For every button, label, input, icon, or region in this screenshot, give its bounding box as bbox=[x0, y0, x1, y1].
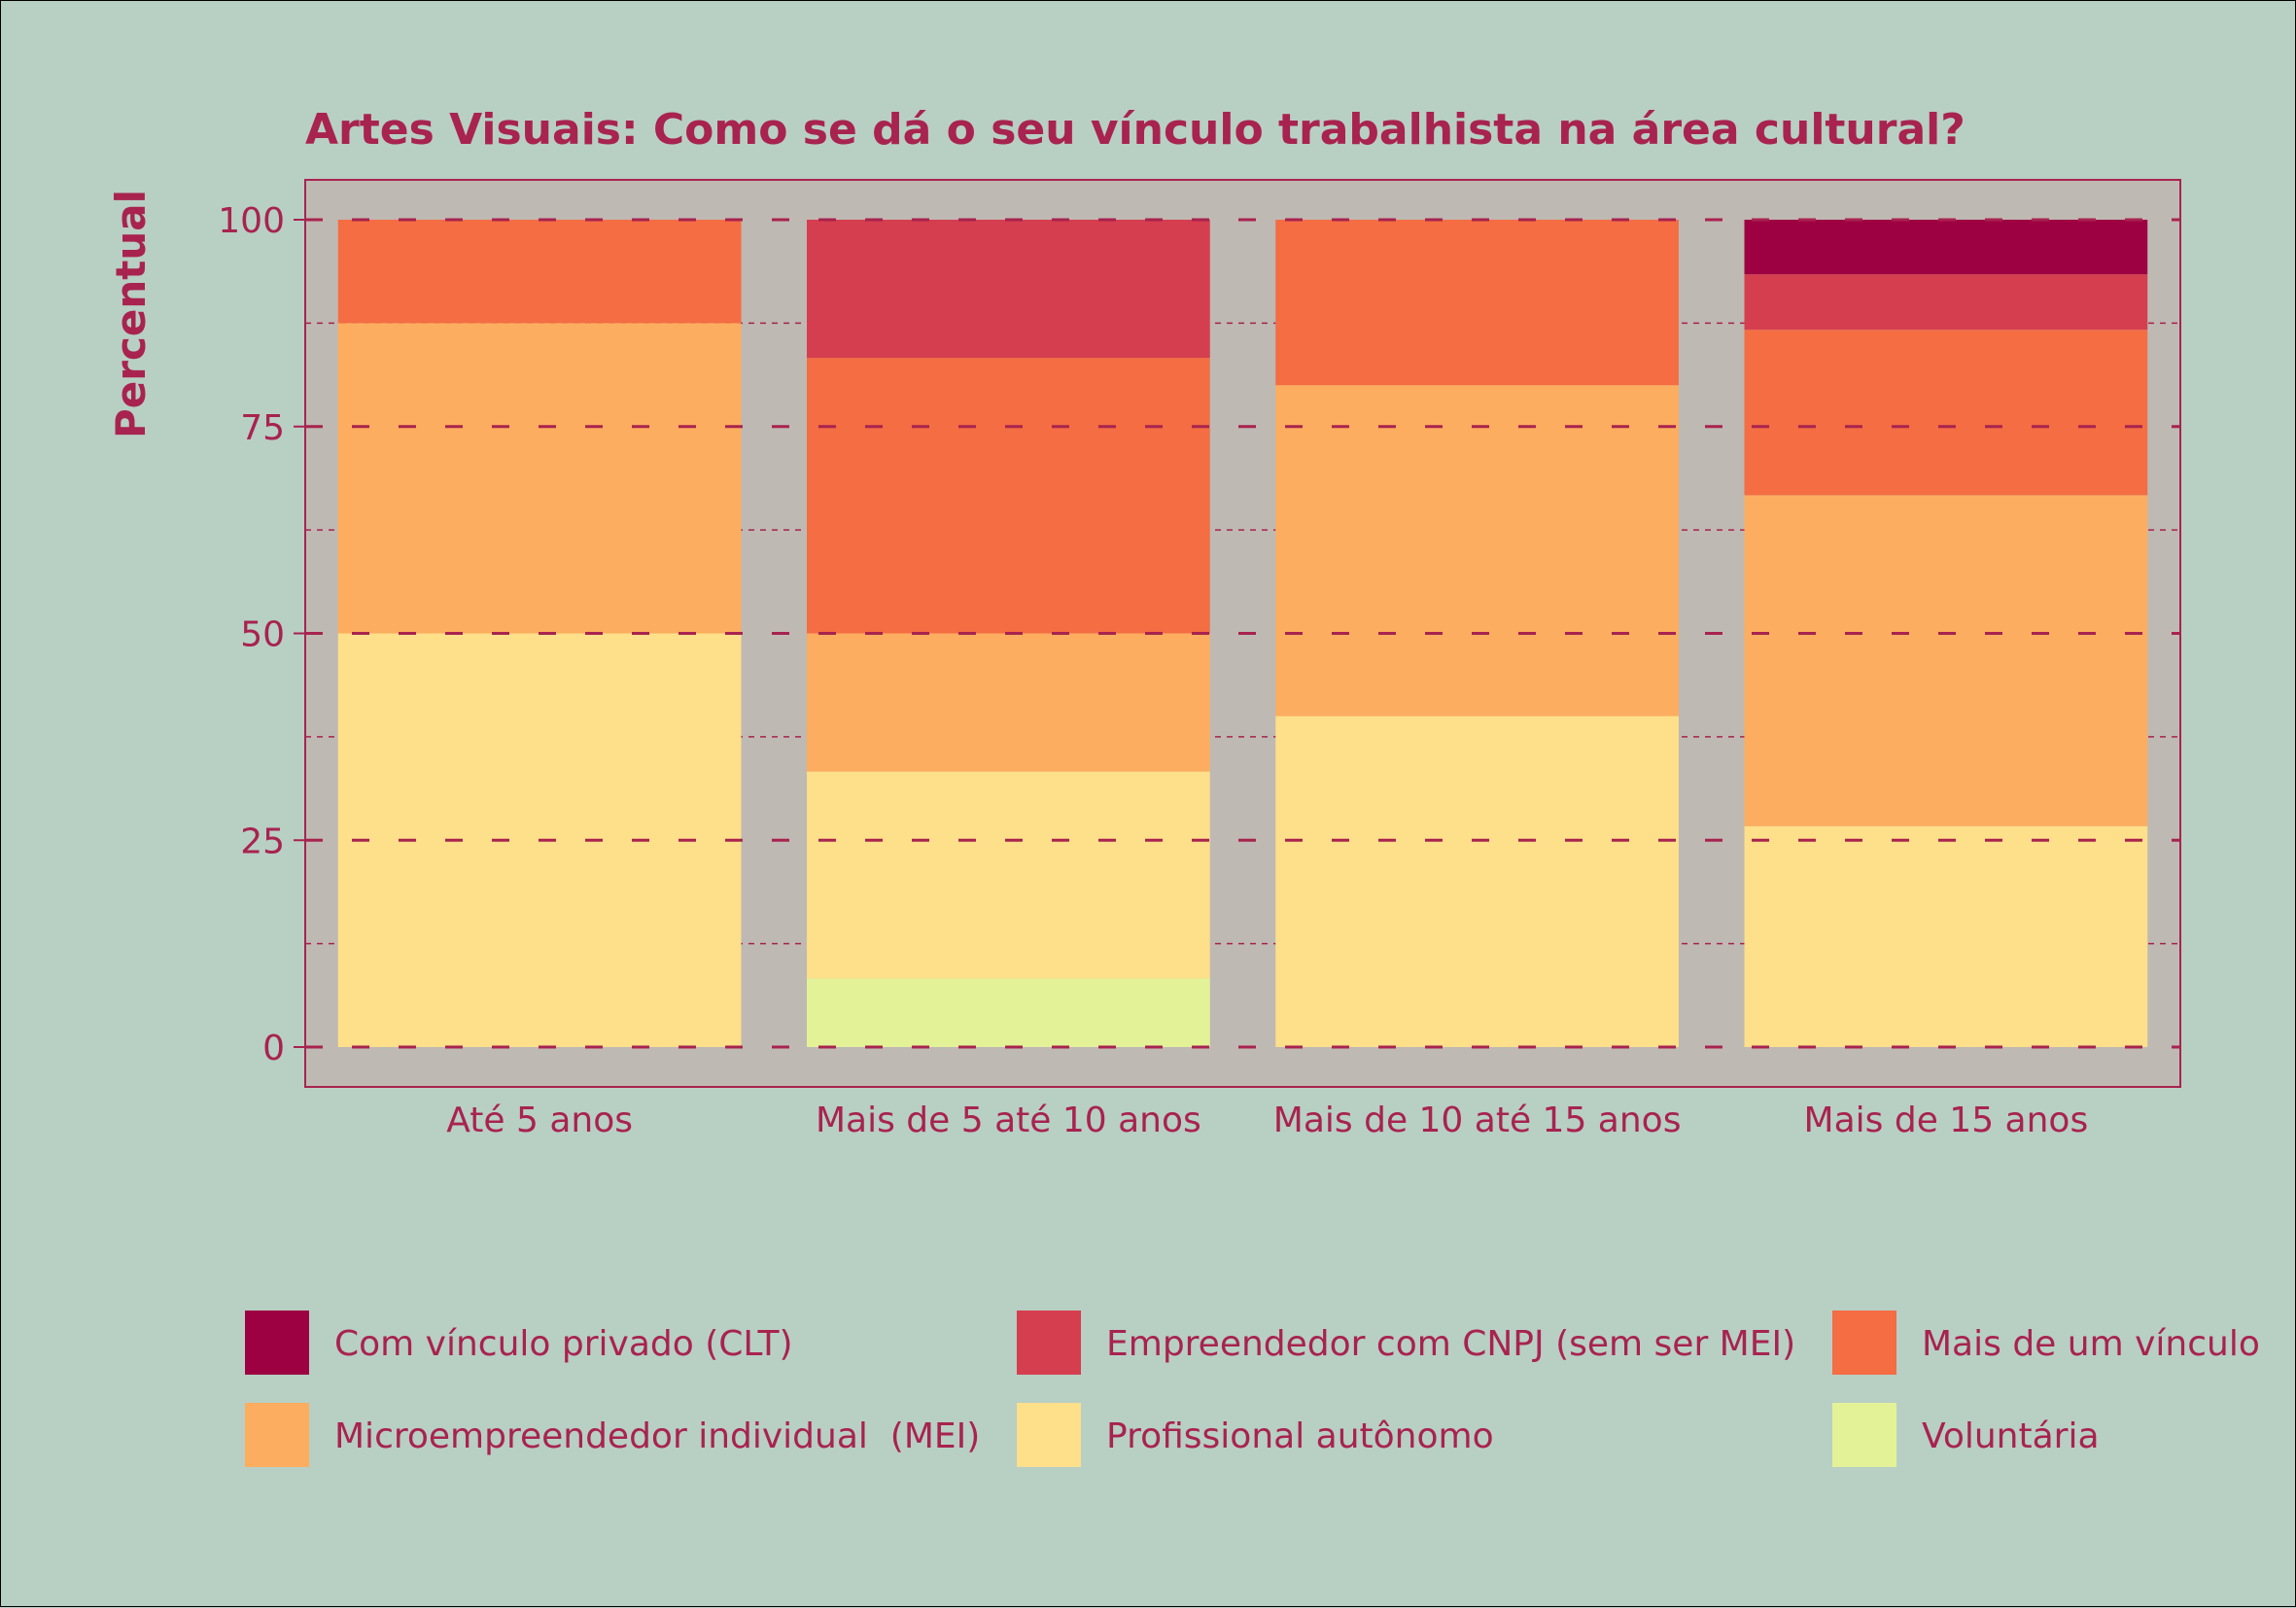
y-tick-label: 75 bbox=[240, 408, 285, 448]
y-axis-label: Percentual bbox=[107, 190, 155, 438]
plot-area: Até 5 anos Mais de 5 até 10 anos Mais de 1… bbox=[218, 179, 2181, 1140]
legend-label: Empreendedor com CNPJ (sem ser MEI) bbox=[1106, 1324, 1795, 1364]
legend-label: Voluntária bbox=[1922, 1416, 2100, 1456]
x-tick-label: Até 5 anos bbox=[446, 1101, 633, 1140]
legend-swatch bbox=[1832, 1403, 1896, 1467]
bar-segment bbox=[337, 323, 742, 634]
legend-swatch bbox=[1017, 1311, 1081, 1375]
x-tick-label: Mais de 10 até 15 anos bbox=[1273, 1101, 1682, 1140]
bar-segment bbox=[807, 633, 1210, 772]
bar-segment bbox=[337, 220, 742, 324]
bar-segment bbox=[1744, 220, 2148, 275]
bar-segment bbox=[1744, 495, 2148, 826]
bar-segment bbox=[1275, 220, 1679, 386]
y-tick-label: 25 bbox=[240, 821, 285, 861]
chart-title: Artes Visuais: Como se dá o seu vínculo … bbox=[305, 105, 1966, 155]
bar-segment bbox=[1275, 716, 1679, 1047]
legend-label: Profissional autônomo bbox=[1106, 1416, 1494, 1456]
bar-segment bbox=[807, 220, 1210, 359]
legend: Com vínculo privado (CLT) Empreendedor co… bbox=[245, 1311, 2260, 1467]
legend-swatch bbox=[245, 1311, 309, 1375]
bar-segment bbox=[807, 771, 1210, 979]
bar-segment bbox=[1744, 274, 2148, 331]
legend-label: Mais de um vínculo bbox=[1922, 1324, 2260, 1364]
bar-segment bbox=[1744, 825, 2148, 1047]
legend-swatch bbox=[1832, 1311, 1896, 1375]
legend-label: Microempreendedor individual (MEI) bbox=[334, 1416, 980, 1456]
y-tick-label: 100 bbox=[218, 201, 285, 241]
y-tick-label: 0 bbox=[262, 1029, 285, 1068]
legend-swatch bbox=[245, 1403, 309, 1467]
y-tick-label: 50 bbox=[240, 615, 285, 655]
legend-swatch bbox=[1017, 1403, 1081, 1467]
bar-segment bbox=[807, 978, 1210, 1047]
bar-segment bbox=[1744, 330, 2148, 496]
plot-border bbox=[304, 179, 2181, 1088]
legend-label: Com vínculo privado (CLT) bbox=[334, 1324, 793, 1364]
x-tick-label: Mais de 5 até 10 anos bbox=[816, 1101, 1201, 1140]
bar-segment bbox=[807, 358, 1210, 634]
bar-segment bbox=[1275, 385, 1679, 717]
x-tick-label: Mais de 15 anos bbox=[1804, 1101, 2089, 1140]
